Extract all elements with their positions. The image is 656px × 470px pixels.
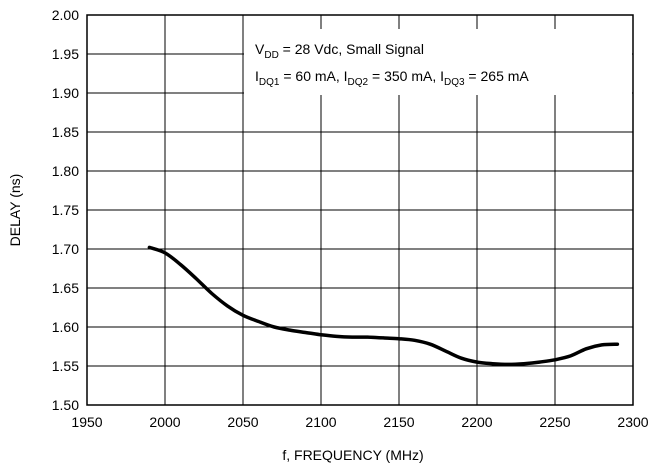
y-axis-title: DELAY (ns) [7,174,23,247]
annotation-line-1: VDD = 28 Vdc, Small Signal [255,41,424,61]
y-tick-label: 1.55 [52,358,79,374]
y-tick-label: 1.80 [52,163,79,179]
anno-idq1-subscript: DQ1 [259,77,280,88]
y-tick-label: 2.00 [52,7,79,23]
y-tick-label: 1.75 [52,202,79,218]
x-tick-label: 2000 [149,414,180,430]
x-tick-label: 2150 [383,414,414,430]
anno-idq3-value: = 265 mA [465,68,530,84]
anno-idq3-subscript: DQ3 [444,77,465,88]
x-axis-title: f, FREQUENCY (MHz) [282,447,423,463]
anno-idq3-symbol: I [440,68,444,84]
y-tick-labels: 1.50 1.55 1.60 1.65 1.70 1.75 1.80 1.85 1.90 1.95… [52,7,79,413]
anno-idq2-value: = 350 mA, [368,68,440,84]
x-tick-label: 2250 [539,414,570,430]
y-tick-label: 1.50 [52,397,79,413]
y-tick-label: 1.65 [52,280,79,296]
anno-idq2-symbol: I [344,68,348,84]
x-tick-label: 1950 [71,414,102,430]
y-tick-label: 1.70 [52,241,79,257]
delay-series-line [147,245,620,367]
anno-vdd-symbol: V [255,41,265,57]
anno-idq2-subscript: DQ2 [348,77,369,88]
x-tick-label: 2300 [617,414,648,430]
y-tick-label: 1.60 [52,319,79,335]
x-tick-label: 2200 [461,414,492,430]
x-tick-labels: 1950 2000 2050 2100 2150 2200 2250 2300 [71,414,648,430]
x-tick-label: 2100 [305,414,336,430]
annotation-box [244,29,632,95]
x-tick-label: 2050 [227,414,258,430]
anno-idq1-value: = 60 mA, [279,68,343,84]
y-tick-label: 1.85 [52,124,79,140]
anno-vdd-subscript: DD [264,50,278,61]
anno-vdd-value: = 28 Vdc, Small Signal [279,41,424,57]
annotation-line-2: IDQ1 = 60 mA, IDQ2 = 350 mA, IDQ3 = 265 … [255,68,529,88]
anno-idq1-symbol: I [255,68,259,84]
y-tick-label: 1.95 [52,46,79,62]
y-tick-label: 1.90 [52,85,79,101]
